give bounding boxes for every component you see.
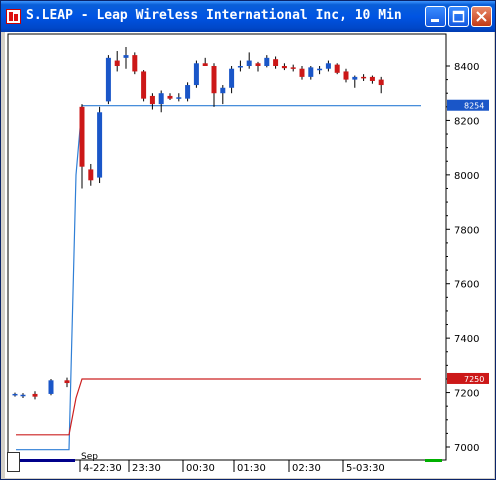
- candle-body: [79, 106, 85, 167]
- price-tag-box: [447, 99, 489, 111]
- price-tag-box: [447, 372, 489, 384]
- candle-body: [325, 63, 331, 69]
- x-tick-label: 4-22:30: [83, 463, 122, 474]
- candle-body: [308, 67, 314, 77]
- candle-body: [369, 76, 375, 81]
- candle-body: [220, 87, 226, 94]
- candle-body: [12, 393, 18, 396]
- candle-body: [185, 85, 191, 99]
- candle-body: [88, 169, 94, 181]
- candle-body: [20, 394, 26, 397]
- x-tick-label: 00:30: [186, 463, 215, 474]
- chart-app-icon[interactable]: [6, 9, 21, 24]
- candle-body: [202, 63, 208, 66]
- candle-body: [123, 55, 129, 58]
- minimize-button[interactable]: [425, 6, 446, 27]
- candle-body: [343, 71, 349, 80]
- candle-body: [229, 68, 235, 88]
- candle-body: [176, 97, 182, 99]
- candle-body: [273, 59, 279, 66]
- x-tick-label: 5-03:30: [346, 463, 385, 474]
- y-tick-label: 8400: [454, 62, 479, 73]
- candle-body: [97, 112, 103, 178]
- current-indicator: [425, 459, 442, 462]
- price-tag-label: 8254: [464, 102, 484, 111]
- scroll-corner-box[interactable]: [7, 452, 20, 472]
- title-bar[interactable]: S.LEAP - Leap Wireless International Inc…: [1, 1, 495, 32]
- y-tick-label: 7200: [454, 389, 479, 400]
- candle-body: [158, 93, 164, 105]
- x-tick-label: 23:30: [132, 463, 161, 474]
- candle-body: [105, 57, 111, 102]
- x-tick-label: 02:30: [292, 463, 321, 474]
- candle-body: [114, 60, 120, 66]
- x-tick-label: 01:30: [237, 463, 266, 474]
- chart-area[interactable]: 8400 8200 8000 7800 7600 7400 7200 7000 4-22:30 2…: [5, 32, 494, 478]
- candle-body: [352, 76, 358, 80]
- candle-body: [246, 60, 252, 66]
- price-tag-label: 7250: [464, 375, 484, 384]
- candle-body: [281, 66, 287, 69]
- candle-body: [299, 68, 305, 77]
- candle-body: [193, 63, 199, 86]
- candle-body: [255, 63, 261, 66]
- close-icon: [476, 11, 487, 22]
- y-tick-label: 8000: [454, 171, 479, 182]
- candle-body: [237, 66, 243, 68]
- maximize-icon: [452, 10, 465, 23]
- candle-body: [132, 55, 138, 72]
- candle-body: [64, 380, 70, 384]
- candle-body: [48, 380, 54, 394]
- candle-body: [149, 95, 155, 105]
- candle-body: [167, 95, 173, 99]
- minimize-icon: [431, 19, 439, 22]
- window-title: S.LEAP - Leap Wireless International Inc…: [26, 8, 402, 23]
- y-tick-label: 7400: [454, 334, 479, 345]
- candle-body: [264, 57, 270, 66]
- candlestick-chart[interactable]: 8400 8200 8000 7800 7600 7400 7200 7000 4-22:30 2…: [5, 32, 494, 478]
- candle-body: [361, 76, 367, 79]
- y-tick-label: 7600: [454, 280, 479, 291]
- y-tick-label: 7000: [454, 443, 479, 454]
- close-button[interactable]: [471, 6, 492, 27]
- red-level-line: [16, 378, 421, 436]
- candle-body: [290, 67, 296, 69]
- maximize-button[interactable]: [448, 6, 469, 27]
- y-tick-label: 7800: [454, 225, 479, 236]
- candle-body: [211, 66, 217, 94]
- candle-body: [334, 64, 340, 73]
- candle-body: [141, 71, 147, 99]
- candle-body: [32, 393, 38, 397]
- time-scroll-indicator: [17, 459, 75, 462]
- x-date-label: Sep: [81, 452, 98, 462]
- candle-body: [378, 79, 384, 86]
- candle-body: [317, 68, 323, 71]
- y-tick-label: 8200: [454, 116, 479, 127]
- blue-level-line: [16, 105, 421, 451]
